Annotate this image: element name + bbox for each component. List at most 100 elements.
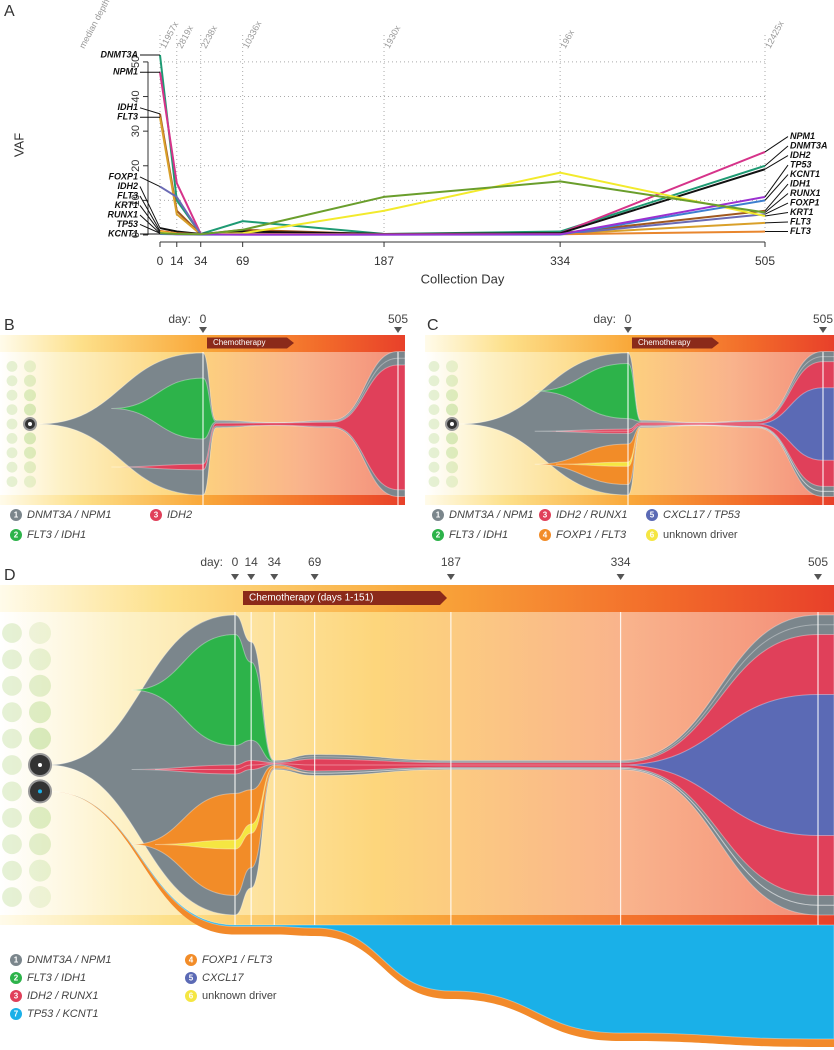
- decor-circle: [2, 807, 22, 828]
- label-leader: [139, 224, 161, 234]
- series-label: KCNT1: [108, 228, 138, 238]
- decor-circle: [428, 404, 440, 415]
- series-label: RUNX1: [107, 209, 138, 219]
- decor-circle: [2, 623, 22, 643]
- decor-circle: [428, 447, 440, 459]
- background-strip: [0, 335, 405, 352]
- clone: [111, 364, 406, 491]
- clone: [155, 766, 834, 906]
- decor-circle: [29, 886, 51, 908]
- decor-circle: [24, 432, 36, 445]
- legend-label: IDH2: [167, 509, 192, 521]
- x-tick-label: 0: [157, 254, 164, 268]
- legend-swatch: [10, 990, 22, 1002]
- legend-number: 6: [650, 531, 655, 540]
- label-leader: [764, 136, 789, 153]
- founder-dot: [38, 789, 42, 794]
- y-tick-label: 0: [130, 232, 142, 238]
- legend-label: IDH2 / RUNX1: [27, 990, 99, 1002]
- clone: [555, 387, 834, 461]
- decor-circle: [428, 461, 440, 473]
- decor-circle: [6, 361, 18, 372]
- x-axis-title: Collection Day: [421, 271, 505, 286]
- series-label: KRT1: [115, 200, 138, 210]
- decor-circle: [29, 648, 51, 671]
- day-title: day:: [593, 312, 616, 326]
- founder-dot: [28, 422, 32, 426]
- legend-label: TP53 / KCNT1: [27, 1008, 99, 1020]
- clone: [534, 356, 834, 424]
- decor-circle: [446, 403, 458, 416]
- background-strip: [425, 495, 834, 505]
- decor-circle: [29, 833, 51, 856]
- legend-swatch: [185, 972, 197, 984]
- y-tick-label: 20: [130, 160, 142, 172]
- legend-swatch: [10, 1008, 22, 1020]
- decor-circle: [446, 374, 458, 387]
- day-marker: [231, 574, 239, 580]
- decor-circle: [428, 418, 440, 430]
- decor-circle: [6, 461, 18, 473]
- decor-circle: [24, 446, 36, 459]
- decor-circle: [2, 649, 22, 670]
- legend-label: FLT3 / IDH1: [27, 972, 86, 984]
- legend-number: 7: [14, 1010, 19, 1019]
- legend-number: 5: [650, 511, 655, 520]
- legend-number: 5: [189, 974, 194, 983]
- legend-number: 4: [189, 956, 194, 965]
- series-label: TP53: [790, 159, 812, 169]
- decor-circle: [6, 375, 18, 387]
- series-line: [159, 54, 766, 236]
- decor-circle: [446, 461, 458, 474]
- series-label: IDH1: [790, 178, 811, 188]
- depth-label: 12425x: [763, 19, 786, 50]
- label-leader: [764, 164, 789, 198]
- legend-swatch: [10, 509, 22, 521]
- x-tick-label: 14: [170, 254, 184, 268]
- day-label: 505: [388, 312, 408, 326]
- decor-circle: [2, 887, 22, 907]
- decor-circle: [428, 433, 440, 444]
- legend-number: 2: [14, 531, 19, 540]
- series-line: [159, 168, 766, 235]
- chemo-bar: [243, 591, 447, 605]
- decor-circle: [446, 360, 458, 373]
- legend-label: DNMT3A / NPM1: [27, 509, 112, 521]
- day-label: 505: [813, 312, 833, 326]
- day-marker: [616, 574, 625, 580]
- day-label: 187: [441, 555, 461, 569]
- depth-label: 10336x: [241, 19, 264, 50]
- legend-label: IDH2 / RUNX1: [556, 509, 628, 521]
- legend-label: DNMT3A / NPM1: [449, 509, 534, 521]
- day-label: 14: [244, 555, 258, 569]
- decor-circle: [24, 374, 36, 387]
- series-label: IDH1: [117, 102, 138, 112]
- x-tick-label: 505: [755, 254, 775, 268]
- legend-number: 4: [543, 531, 548, 540]
- series-label: RUNX1: [790, 188, 821, 198]
- decor-circle: [2, 755, 22, 775]
- y-axis-title: VAF: [11, 133, 26, 157]
- depth-title: median depth: [77, 0, 111, 50]
- decor-circle: [446, 475, 458, 488]
- day-label: 0: [232, 555, 239, 569]
- legend-label: unknown driver: [663, 529, 738, 541]
- decor-circle: [24, 475, 36, 488]
- clone: [534, 361, 834, 487]
- clone: [111, 357, 405, 440]
- series-line: [159, 72, 766, 236]
- legend-number: 1: [14, 511, 19, 520]
- legend-label: unknown driver: [202, 990, 277, 1002]
- decor-circle: [29, 859, 51, 882]
- legend-number: 3: [154, 511, 159, 520]
- decor-circle: [24, 389, 36, 402]
- label-leader: [764, 193, 789, 213]
- decor-circle: [2, 781, 22, 802]
- decor-circle: [29, 806, 51, 829]
- series-label: FLT3: [117, 190, 138, 200]
- decor-circle: [29, 727, 51, 750]
- legend-label: FLT3 / IDH1: [27, 529, 86, 541]
- legend-label: FOXP1 / FLT3: [202, 954, 273, 966]
- day-marker: [247, 574, 256, 580]
